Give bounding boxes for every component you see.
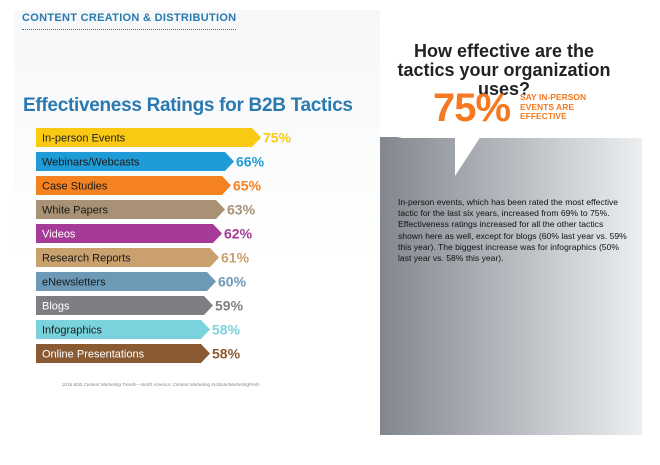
callout-stat: 75%	[433, 86, 511, 130]
source-note: 2016 B2B Content Marketing Trends—North …	[62, 382, 260, 387]
bar-chart: In-person Events 75% Webinars/Webcasts 66% C…	[36, 128, 292, 363]
category-label: Blogs	[42, 301, 70, 313]
category-label: eNewsletters	[42, 277, 106, 289]
description-panel	[380, 137, 642, 435]
chart-title: Effectiveness Ratings for B2B Tactics	[23, 95, 353, 116]
bar-case-studies	[36, 176, 231, 195]
value-label: 63%	[227, 202, 256, 218]
section-header: CONTENT CREATION & DISTRIBUTION	[22, 12, 237, 24]
callout-question: How effective are the tactics your organ…	[397, 41, 611, 99]
value-label: 59%	[215, 298, 244, 314]
bar-infographics	[36, 320, 210, 339]
value-label: 61%	[221, 250, 250, 266]
value-label: 62%	[224, 226, 253, 242]
value-label: 58%	[212, 346, 241, 362]
callout-bubble	[380, 10, 642, 138]
bar-research-reports	[36, 248, 219, 267]
section-divider	[22, 29, 236, 30]
category-label: Infographics	[42, 325, 102, 337]
value-label: 65%	[233, 178, 262, 194]
bar-videos	[36, 224, 222, 243]
category-label: White Papers	[42, 205, 109, 217]
category-label: Online Presentations	[42, 349, 145, 361]
category-label: In-person Events	[42, 133, 126, 145]
value-label: 60%	[218, 274, 247, 290]
bar-webinars-webcasts	[36, 152, 234, 171]
callout-bubble-tail	[455, 136, 481, 176]
bar-online-presentations	[36, 344, 210, 363]
category-label: Videos	[42, 229, 76, 241]
bar-white-papers	[36, 200, 225, 219]
category-label: Case Studies	[42, 181, 108, 193]
category-label: Research Reports	[42, 253, 131, 265]
value-label: 66%	[236, 154, 265, 170]
callout-stat-caption: SAY IN-PERSON EVENTS ARE EFFECTIVE	[520, 92, 587, 121]
category-label: Webinars/Webcasts	[42, 157, 140, 169]
bar-blogs	[36, 296, 213, 315]
value-label: 75%	[263, 130, 292, 146]
callout-description: In-person events, which has been rated t…	[398, 197, 627, 264]
bar-enewsletters	[36, 272, 216, 291]
bar-in-person-events	[36, 128, 261, 147]
chart-panel	[14, 10, 380, 435]
value-label: 58%	[212, 322, 241, 338]
